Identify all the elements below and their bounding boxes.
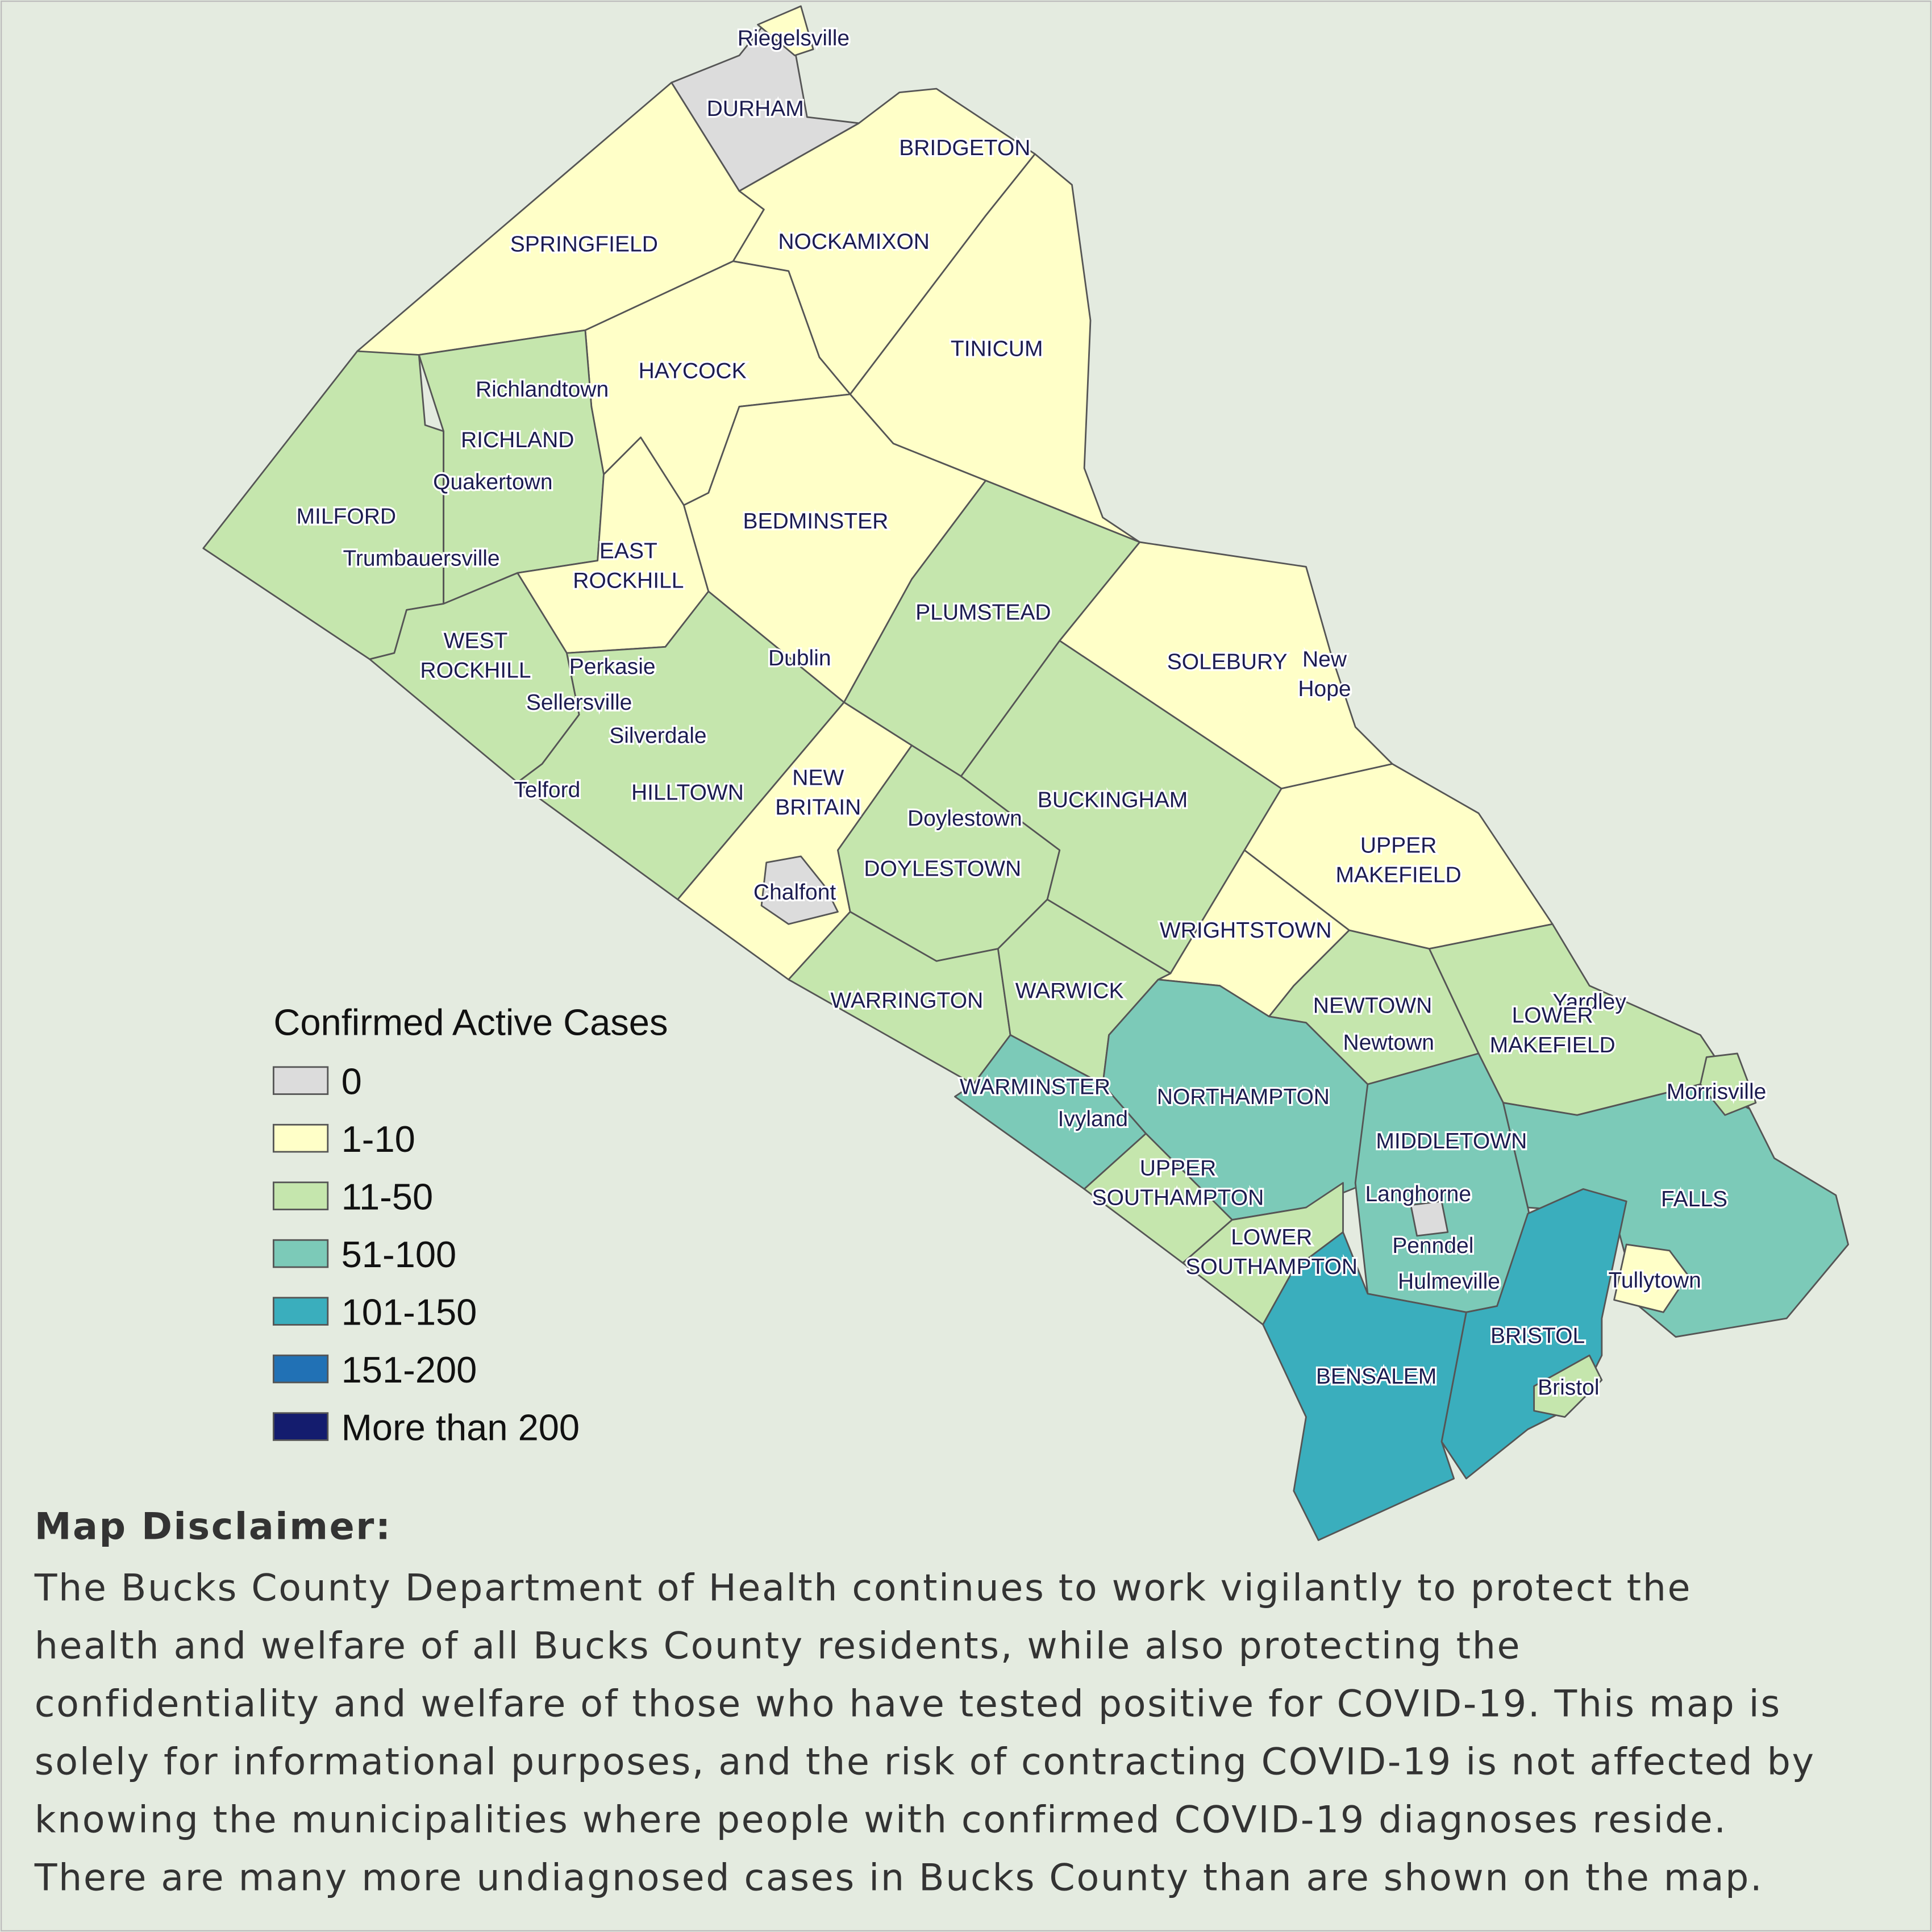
place-label: Yardley [1552, 990, 1626, 1014]
region [757, 5, 814, 56]
place-label: Ivyland [1058, 1107, 1129, 1131]
place-label: WARWICK [1015, 979, 1124, 1003]
disclaimer-line: confidentiality and welfare of those who… [35, 1683, 1781, 1726]
place-label: Tullytown [1608, 1268, 1701, 1293]
place-label: NEWTOWN [1313, 993, 1433, 1018]
county-map [202, 5, 1849, 1541]
place-label: LOWER [1231, 1225, 1312, 1250]
place-label: New [1302, 647, 1347, 672]
legend-swatch [272, 1354, 329, 1384]
region [1410, 1200, 1449, 1237]
legend-swatch [272, 1181, 329, 1210]
place-label: HAYCOCK [639, 359, 747, 384]
legend-swatch [272, 1066, 329, 1095]
place-label: UPPER [1140, 1156, 1216, 1181]
place-label: PLUMSTEAD [915, 601, 1051, 625]
place-label: EAST [599, 539, 657, 563]
legend-label: 51-100 [342, 1234, 457, 1275]
place-label: Doylestown [907, 806, 1022, 831]
legend-swatch [272, 1239, 329, 1268]
place-label: LOWER [1512, 1004, 1593, 1028]
place-label: Trumbauersville [343, 546, 500, 571]
legend-swatch [272, 1412, 329, 1441]
region [1533, 1354, 1603, 1418]
place-label: BENSALEM [1316, 1364, 1437, 1389]
place-label: MAKEFIELD [1336, 863, 1462, 888]
legend: 0 1-10 11-50 51-100 101-150 151-200 More than … [272, 1061, 580, 1448]
legend-swatch [272, 1297, 329, 1326]
place-label: DOYLESTOWN [864, 857, 1021, 881]
place-label: SOUTHAMPTON [1092, 1186, 1264, 1210]
place-label: Chalfont [753, 880, 836, 905]
disclaimer-line: The Bucks County Department of Health co… [34, 1567, 1692, 1610]
place-label: MILFORD [297, 505, 397, 529]
place-label: Newtown [1343, 1030, 1434, 1055]
place-label: DURHAM [707, 97, 804, 121]
place-label: HILLTOWN [631, 780, 744, 805]
place-label: MAKEFIELD [1490, 1033, 1615, 1057]
legend-label: 11-50 [342, 1176, 434, 1217]
place-label: RICHLAND [461, 428, 574, 452]
place-label: FALLS [1661, 1187, 1727, 1211]
place-label: NOCKAMIXON [778, 230, 930, 254]
place-label: BEDMINSTER [743, 509, 889, 534]
legend-label: 101-150 [342, 1291, 477, 1333]
place-label: NEW [792, 765, 844, 790]
place-label: Bristol [1538, 1376, 1599, 1400]
place-label: WEST [444, 629, 508, 653]
region [1613, 1243, 1689, 1313]
place-label: ROCKHILL [420, 659, 531, 683]
place-label: BRITAIN [775, 795, 861, 819]
place-labels: Riegelsville DURHAM BRIDGETON SPRINGFIELD NO… [294, 24, 1768, 1402]
place-label: TINICUM [951, 337, 1043, 361]
place-label: WARRINGTON [831, 989, 984, 1013]
place-label: Quakertown [433, 470, 552, 494]
place-label: Hulmeville [1398, 1269, 1500, 1294]
place-label: Richlandtown [476, 377, 609, 402]
place-label: BUCKINGHAM [1038, 788, 1188, 812]
place-label: SOLEBURY [1167, 649, 1288, 674]
disclaimer: The Bucks County Department of Health co… [34, 1567, 1816, 1900]
place-label: MIDDLETOWN [1376, 1129, 1527, 1154]
place-label: Sellersville [526, 690, 632, 715]
place-label: Telford [514, 778, 580, 802]
place-label: Riegelsville [738, 26, 850, 51]
place-label: Silverdale [609, 724, 706, 748]
disclaimer-heading: Map Disclaimer: [35, 1505, 392, 1548]
place-label: ROCKHILL [573, 568, 684, 593]
legend-label: More than 200 [342, 1406, 580, 1448]
legend-label: 1-10 [342, 1118, 415, 1160]
place-label: BRISTOL [1490, 1324, 1585, 1348]
legend-swatch [272, 1123, 329, 1153]
place-label: WRIGHTSTOWN [1160, 918, 1332, 943]
place-label: NORTHAMPTON [1157, 1085, 1330, 1109]
place-label: SPRINGFIELD [510, 232, 658, 256]
region [1699, 1052, 1757, 1116]
place-label: BRIDGETON [899, 136, 1030, 160]
place-label: UPPER [1360, 834, 1436, 858]
place-label: Hope [1298, 677, 1351, 701]
place-label: SOUTHAMPTON [1185, 1255, 1358, 1279]
region [1262, 1231, 1467, 1541]
disclaimer-line: health and welfare of all Bucks County r… [35, 1625, 1521, 1668]
region [1440, 1188, 1627, 1480]
region [671, 23, 860, 192]
place-label: Penndel [1392, 1234, 1473, 1258]
place-label: WARMINSTER [960, 1075, 1110, 1100]
disclaimer-line: solely for informational purposes, and t… [35, 1741, 1816, 1783]
place-label: Dublin [768, 646, 831, 671]
place-label: Perkasie [569, 655, 656, 679]
legend-label: 151-200 [342, 1349, 477, 1390]
disclaimer-line: There are many more undiagnosed cases in… [34, 1856, 1764, 1899]
region [760, 855, 839, 925]
legend-title: Confirmed Active Cases [273, 1001, 668, 1043]
disclaimer-line: knowing the municipalities where people … [35, 1798, 1727, 1841]
place-label: Morrisville [1667, 1080, 1767, 1104]
legend-label: 0 [342, 1061, 362, 1102]
place-label: Langhorne [1365, 1182, 1471, 1206]
